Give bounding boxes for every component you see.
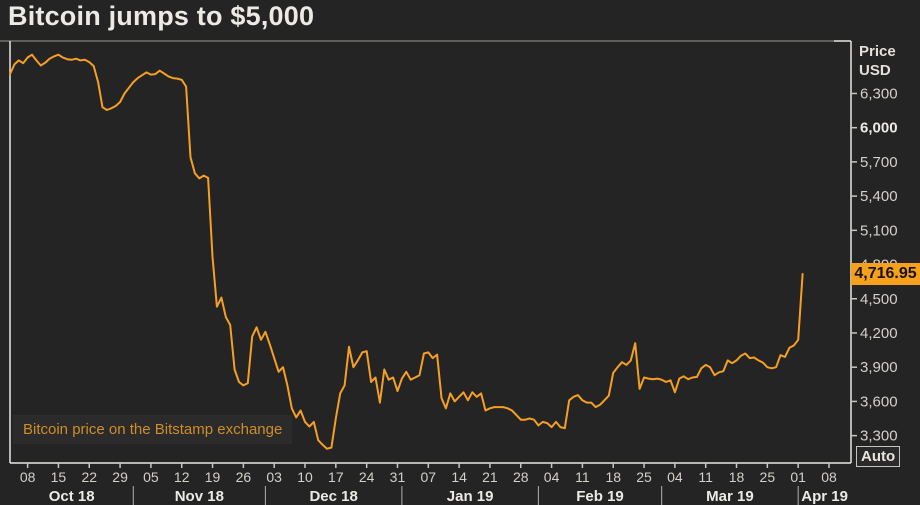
month-label: Oct 18: [49, 488, 95, 505]
x-axis-ticks: 08 15 22 29 05 12 19 26 03 10 17 24 31 07 14 21 28 04 11 18…: [20, 463, 837, 485]
x-tick-label: 19: [205, 469, 221, 485]
y-tick-label: 3,600: [860, 393, 898, 410]
chart-title: Bitcoin jumps to $5,000: [8, 1, 315, 31]
x-tick-label: 25: [760, 469, 776, 485]
x-tick-label: 18: [605, 469, 621, 485]
y-tick-label: 3,900: [860, 359, 898, 376]
annotation-label: Bitcoin price on the Bitstamp exchange: [13, 415, 293, 444]
x-tick-label: 18: [729, 469, 745, 485]
y-tick-label: 4,500: [860, 291, 898, 308]
x-tick-label: 28: [513, 469, 529, 485]
y-tick-label: 5,700: [860, 154, 898, 171]
month-label: Dec 18: [309, 488, 357, 505]
x-tick-label: 29: [112, 469, 128, 485]
month-label: Apr 19: [801, 488, 848, 505]
y-axis-title-line1: Price: [859, 43, 896, 60]
x-tick-label: 08: [20, 469, 36, 485]
x-tick-label: 05: [143, 469, 159, 485]
y-tick-label: 6,300: [860, 85, 898, 102]
y-axis-ticks: 6,3006,0005,7005,4005,1004,8004,5004,200…: [851, 85, 898, 445]
x-tick-label: 26: [236, 469, 252, 485]
x-tick-label: 15: [51, 469, 67, 485]
month-label: Feb 19: [576, 488, 624, 505]
x-tick-label: 10: [297, 469, 313, 485]
month-label: Jan 19: [447, 488, 494, 505]
x-axis-months: Oct 18 Nov 18 Dec 18 Jan 19 Feb 19 Mar 19 Apr …: [49, 486, 848, 505]
x-tick-label: 17: [328, 469, 344, 485]
chart-frame: [0, 40, 852, 464]
x-tick-label: 08: [821, 469, 837, 485]
auto-scale-button[interactable]: Auto: [856, 446, 901, 467]
x-tick-label: 31: [390, 469, 406, 485]
last-price-badge: 4,716.95: [851, 263, 920, 286]
x-tick-label: 24: [359, 469, 375, 485]
x-tick-label: 07: [421, 469, 437, 485]
x-tick-label: 25: [636, 469, 652, 485]
x-tick-label: 04: [544, 469, 560, 485]
x-tick-label: 21: [482, 469, 498, 485]
y-axis-title: Price USD: [859, 42, 896, 80]
x-tick-label: 04: [667, 469, 683, 485]
x-tick-label: 03: [266, 469, 282, 485]
x-tick-label: 01: [790, 469, 806, 485]
y-tick-label: 3,300: [860, 428, 898, 445]
y-tick-label: 4,200: [860, 325, 898, 342]
month-label: Nov 18: [175, 488, 224, 505]
month-label: Mar 19: [706, 488, 754, 505]
x-tick-label: 11: [575, 469, 590, 485]
price-line: [9, 53, 804, 450]
x-tick-label: 11: [698, 469, 713, 485]
x-tick-label: 12: [174, 469, 190, 485]
x-tick-label: 22: [81, 469, 97, 485]
y-tick-label: 5,400: [860, 188, 898, 205]
y-axis-title-line2: USD: [859, 62, 891, 79]
x-tick-label: 14: [451, 469, 467, 485]
y-tick-label: 5,100: [860, 222, 898, 239]
y-tick-label: 6,000: [860, 120, 898, 137]
